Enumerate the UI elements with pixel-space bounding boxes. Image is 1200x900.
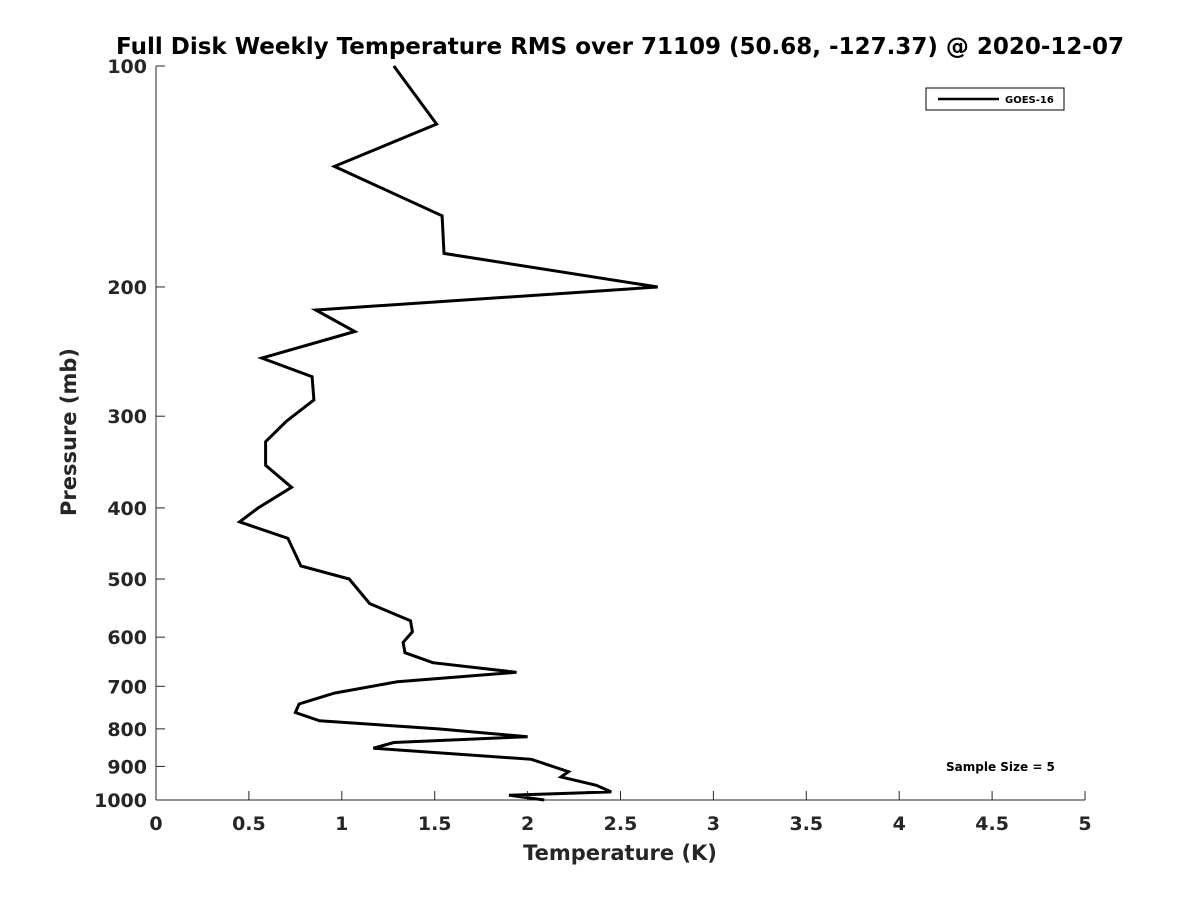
x-axis-title: Temperature (K) (523, 841, 717, 865)
x-tick-label: 1 (335, 813, 348, 835)
y-tick-label: 600 (107, 627, 147, 649)
legend-label: GOES-16 (1005, 95, 1054, 106)
x-tick-label: 1.5 (418, 813, 452, 835)
chart-title: Full Disk Weekly Temperature RMS over 71… (116, 34, 1124, 60)
y-tick-label: 100 (107, 56, 147, 78)
plot-area: 0 0.5 1 1.5 2 2.5 3 3.5 4 4.5 5 100 200 300 400 500 600 7… (94, 56, 1092, 835)
y-tick-label: 1000 (94, 790, 147, 812)
y-tick-label: 400 (107, 498, 147, 520)
x-tick-label: 0.5 (232, 813, 266, 835)
x-tick-label: 0 (149, 813, 162, 835)
y-tick-label: 500 (107, 569, 147, 591)
x-tick-label: 3.5 (789, 813, 823, 835)
x-tick-label: 5 (1078, 813, 1091, 835)
y-tick-label: 200 (107, 277, 147, 299)
x-tick-label: 3 (707, 813, 720, 835)
x-tick-label: 4.5 (975, 813, 1009, 835)
y-tick-label: 900 (107, 756, 147, 778)
y-tick-label: 700 (107, 676, 147, 698)
legend: GOES-16 (925, 87, 1065, 111)
y-axis-title: Pressure (mb) (57, 348, 81, 516)
x-tick-label: 4 (893, 813, 906, 835)
x-tick-label: 2.5 (604, 813, 638, 835)
series-line-1 (236, 65, 658, 802)
y-tick-label: 800 (107, 719, 147, 741)
x-tick-label: 2 (521, 813, 534, 835)
y-tick-label: 300 (107, 406, 147, 428)
sample-size-annotation: Sample Size = 5 (946, 760, 1055, 774)
